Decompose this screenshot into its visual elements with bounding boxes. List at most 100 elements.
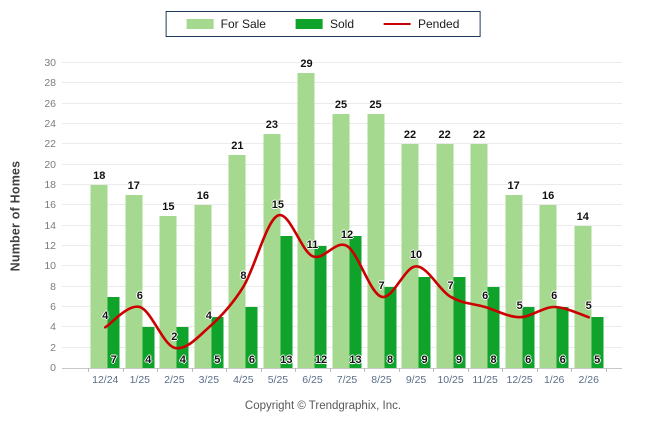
- bar-pair: 14 5: [574, 211, 604, 368]
- y-tick-label: 28: [44, 77, 56, 90]
- category-column: 14 5 2/26: [571, 63, 606, 386]
- sold-value-label: 6: [248, 354, 255, 366]
- x-tick-label: 1/26: [543, 374, 565, 386]
- bar-pair: 22 9: [436, 129, 466, 368]
- y-tick-label: 0: [50, 362, 56, 374]
- sold-value-label: 9: [456, 354, 463, 366]
- for-sale-value-label: 16: [542, 190, 555, 203]
- x-axis-tickmark: [226, 368, 228, 372]
- for-sale-value-label: 25: [369, 98, 382, 111]
- x-tick-label: 2/26: [578, 374, 599, 386]
- category-column: 22 9 9/25: [399, 63, 434, 386]
- for-sale-value-label: 15: [162, 200, 175, 213]
- for-sale-bar: [470, 144, 488, 368]
- for-sale-bar: [194, 205, 212, 368]
- bar-pair: 15 4: [159, 201, 189, 368]
- sold-bar: [280, 235, 293, 368]
- sold-value-label: 8: [490, 354, 497, 366]
- x-axis-tickmark: [157, 368, 159, 372]
- x-tick-label: 4/25: [233, 374, 254, 386]
- y-tick-label: 24: [44, 118, 56, 130]
- y-tick-label: 10: [44, 260, 56, 273]
- legend-item-pended: Pended: [384, 17, 459, 31]
- y-tick-label: 12: [44, 240, 56, 252]
- pended-value-label: 7: [378, 279, 385, 292]
- pended-value-label: 10: [409, 249, 423, 262]
- category-column: 22 8 11/25: [468, 63, 503, 386]
- gridline: [62, 102, 622, 104]
- sold-bar: [591, 317, 604, 368]
- y-tick-label: 6: [50, 301, 56, 313]
- category-column: 16 6 1/26: [537, 63, 572, 386]
- sold-value-label: 4: [179, 354, 186, 366]
- x-tick-label: 12/24: [92, 374, 119, 386]
- x-axis-tickmark: [433, 368, 435, 372]
- pended-value-label: 6: [136, 290, 143, 302]
- category-column: 25 8 8/25: [364, 63, 399, 386]
- bar-pair: 21 6: [228, 140, 258, 368]
- sold-value-label: 8: [386, 354, 394, 366]
- sold-value-label: 6: [559, 354, 566, 366]
- plot-area: 18 7 12/24 17 4 1/25 15 4 2/25 16 5 3/25 21 6 4/25 23 13…: [62, 58, 622, 386]
- bar-pair: 18 7: [90, 170, 120, 368]
- copyright-text: Copyright © Trendgraphix, Inc.: [244, 400, 402, 412]
- sold-value-label: 5: [214, 354, 221, 366]
- sold-value-label: 13: [349, 354, 362, 366]
- category-column: 29 12 6/25: [295, 58, 330, 386]
- x-tick-label: 9/25: [405, 374, 427, 386]
- bar-pair: 22 8: [470, 129, 500, 368]
- for-sale-bar: [505, 195, 523, 368]
- for-sale-value-label: 25: [334, 98, 348, 111]
- bar-pair: 17 4: [125, 180, 155, 368]
- pended-value-label: 2: [171, 330, 178, 343]
- x-axis-tickmark: [536, 368, 538, 372]
- x-axis-tickmark: [398, 368, 400, 372]
- legend-swatch-icon: [295, 19, 323, 29]
- for-sale-value-label: 16: [196, 190, 209, 203]
- sold-bar: [314, 246, 327, 368]
- x-axis-tickmark: [295, 368, 297, 372]
- sold-value-label: 6: [525, 354, 532, 366]
- y-tick-label: 30: [44, 57, 56, 69]
- x-tick-label: 7/25: [336, 374, 358, 386]
- pended-value-label: 8: [240, 269, 247, 282]
- for-sale-value-label: 21: [231, 139, 244, 152]
- sold-value-label: 12: [314, 354, 328, 366]
- y-tick-label: 8: [50, 280, 56, 293]
- pended-value-label: 11: [306, 239, 319, 252]
- legend-label: Pended: [418, 17, 460, 31]
- for-sale-value-label: 22: [472, 129, 486, 142]
- x-tick-label: 5/25: [267, 374, 289, 386]
- for-sale-bar: [159, 215, 177, 368]
- pended-value-label: 5: [516, 300, 523, 313]
- bar-pair: 25 8: [367, 99, 397, 368]
- x-tick-label: 10/25: [437, 374, 464, 386]
- pended-value-label: 6: [482, 290, 489, 302]
- legend: For Sale Sold Pended: [165, 11, 481, 37]
- y-tick-label: 14: [44, 219, 56, 232]
- legend-line-icon: [384, 22, 412, 26]
- x-axis-tickmark: [88, 368, 89, 372]
- x-axis-tickmark: [364, 368, 366, 372]
- x-axis-tickmark: [467, 368, 469, 372]
- bar-pair: 17 6: [505, 180, 535, 368]
- x-tick-label: 11/25: [472, 374, 498, 386]
- y-axis-title-text: Number of Homes: [8, 160, 22, 271]
- sold-value-label: 13: [280, 354, 293, 366]
- category-column: 17 4 1/25: [123, 63, 158, 386]
- category-column: 21 6 4/25: [226, 63, 261, 386]
- x-axis-tickmark: [502, 368, 504, 372]
- x-axis-tickmark: [571, 368, 573, 372]
- x-axis-tickmark: [191, 368, 193, 372]
- pended-value-label: 4: [205, 310, 212, 323]
- bar-columns: 18 7 12/24 17 4 1/25 15 4 2/25 16 5 3/25 21 6 4/25 23 13…: [62, 58, 622, 386]
- legend-item-sold: Sold: [295, 17, 354, 31]
- for-sale-bar: [436, 144, 454, 368]
- for-sale-value-label: 23: [265, 119, 279, 132]
- for-sale-value-label: 17: [127, 180, 140, 193]
- for-sale-bar: [263, 134, 281, 368]
- x-tick-label: 1/25: [129, 374, 151, 386]
- x-axis-tickmark: [606, 368, 607, 372]
- for-sale-bar: [125, 195, 143, 368]
- for-sale-value-label: 22: [438, 129, 451, 142]
